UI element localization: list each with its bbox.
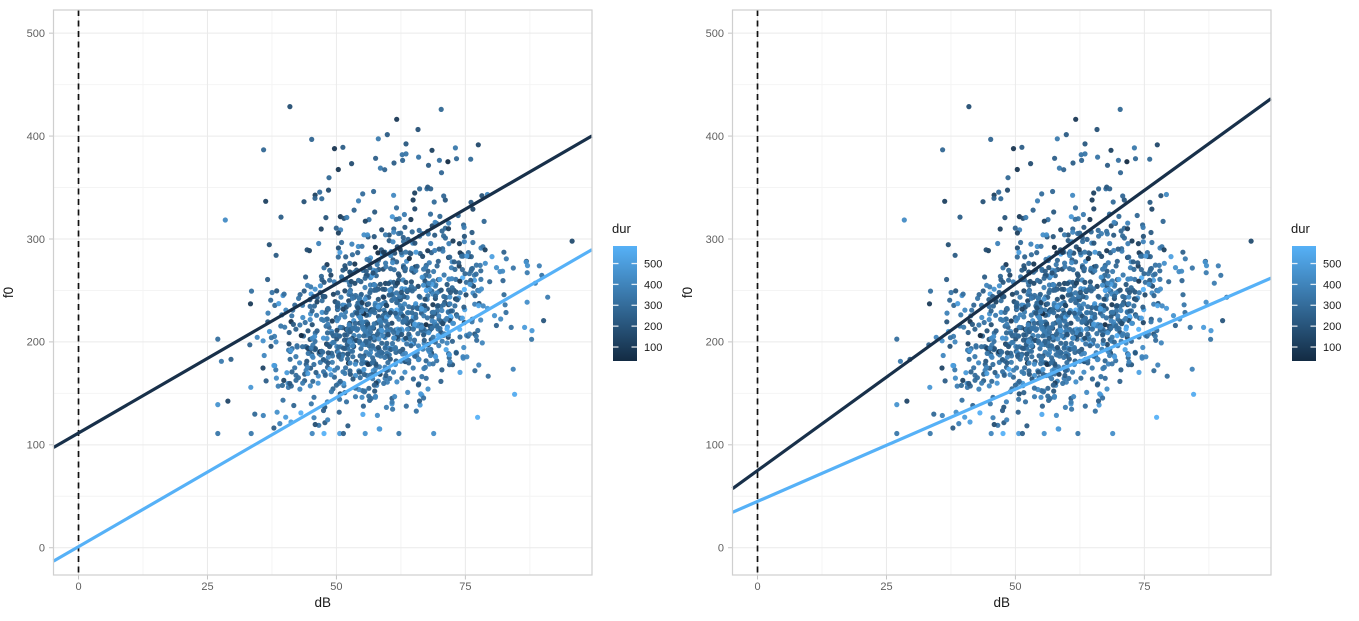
axis-tick-marks — [728, 32, 1145, 580]
svg-text:0: 0 — [39, 543, 45, 555]
legend-title: dur — [612, 221, 631, 236]
legend-tick-label: 100 — [644, 342, 662, 354]
scatter-panel-left: 0 25 50 75 0 100 200 300 400 500 dB f0 dur 500 400 300 2… — [0, 0, 679, 621]
panel-border — [731, 9, 1272, 576]
legend-tick-label: 200 — [644, 321, 662, 333]
svg-text:500: 500 — [706, 28, 724, 40]
colorbar-gradient — [613, 246, 637, 361]
axis-tick-marks — [49, 32, 466, 580]
plot-background — [679, 0, 1359, 621]
y-axis-title: f0 — [680, 287, 695, 298]
svg-text:25: 25 — [201, 581, 213, 593]
svg-text:200: 200 — [706, 337, 724, 349]
x-axis-title: dB — [993, 595, 1010, 610]
colorbar-gradient — [1292, 246, 1316, 361]
svg-text:50: 50 — [330, 581, 342, 593]
svg-text:75: 75 — [1138, 581, 1150, 593]
svg-text:0: 0 — [754, 581, 760, 593]
legend-tick-label: 100 — [1323, 342, 1341, 354]
svg-text:0: 0 — [718, 543, 724, 555]
legend-title: dur — [1291, 221, 1310, 236]
svg-text:200: 200 — [27, 337, 45, 349]
y-axis-tick-labels: 0 100 200 300 400 500 — [27, 28, 45, 555]
svg-text:100: 100 — [27, 440, 45, 452]
x-axis-tick-labels: 0 25 50 75 — [75, 581, 471, 593]
x-axis-tick-labels: 0 25 50 75 — [754, 581, 1150, 593]
fit-line-light-fit — [52, 248, 593, 563]
svg-text:300: 300 — [27, 234, 45, 246]
y-axis-tick-labels: 0 100 200 300 400 500 — [706, 28, 724, 555]
fit-line-dark-fit — [731, 97, 1272, 490]
legend-tick-label: 400 — [644, 279, 662, 291]
y-axis-title: f0 — [1, 287, 16, 298]
svg-text:400: 400 — [27, 131, 45, 143]
svg-text:100: 100 — [706, 440, 724, 452]
svg-text:300: 300 — [706, 234, 724, 246]
panel-border — [52, 9, 593, 576]
svg-text:25: 25 — [880, 581, 892, 593]
legend-tick-label: 200 — [1323, 321, 1341, 333]
svg-text:400: 400 — [706, 131, 724, 143]
svg-text:50: 50 — [1009, 581, 1021, 593]
legend-tick-label: 500 — [644, 258, 662, 270]
svg-text:500: 500 — [27, 28, 45, 40]
svg-text:0: 0 — [75, 581, 81, 593]
colorbar-legend: dur 500 400 300 200 100 — [1291, 221, 1341, 361]
x-axis-title: dB — [314, 595, 331, 610]
scatter-panel-right: 0 25 50 75 0 100 200 300 400 500 dB f0 dur 500 400 300 2… — [679, 0, 1359, 621]
legend-tick-label: 500 — [1323, 258, 1341, 270]
legend-tick-label: 400 — [1323, 279, 1341, 291]
grid-major — [53, 10, 592, 575]
fit-line-light-fit — [731, 276, 1272, 514]
svg-text:75: 75 — [459, 581, 471, 593]
legend-tick-label: 300 — [644, 300, 662, 312]
colorbar-legend: dur 500 400 300 200 100 — [612, 221, 662, 361]
fit-line-dark-fit — [52, 134, 593, 449]
legend-tick-label: 300 — [1323, 300, 1341, 312]
